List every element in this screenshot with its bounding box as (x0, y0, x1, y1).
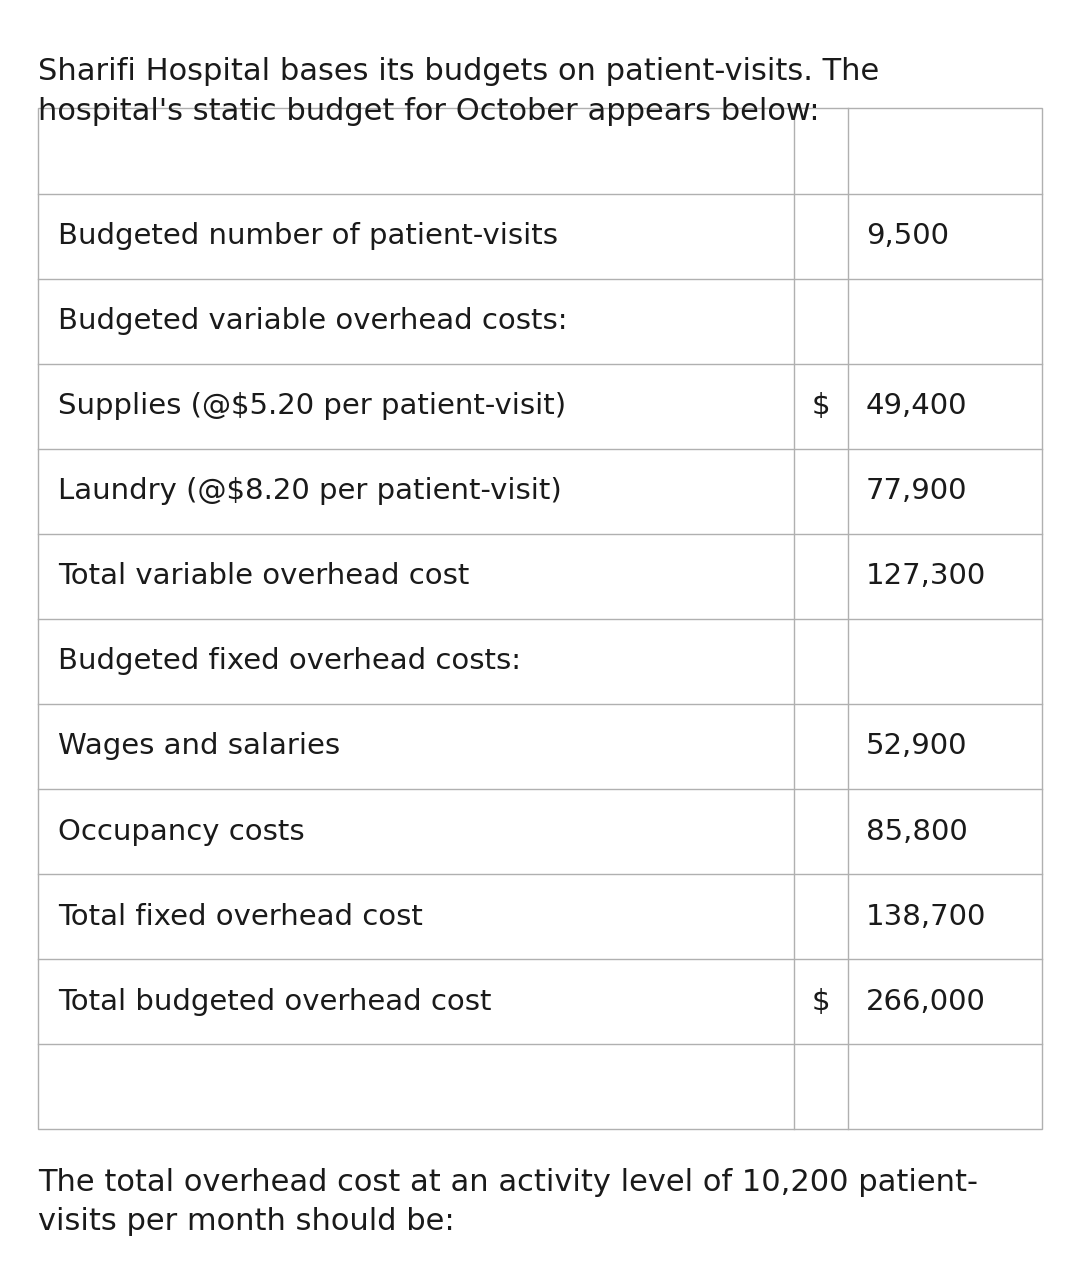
Text: Budgeted variable overhead costs:: Budgeted variable overhead costs: (58, 308, 567, 336)
Text: Budgeted fixed overhead costs:: Budgeted fixed overhead costs: (58, 647, 521, 675)
Text: Sharifi Hospital bases its budgets on patient-visits. The
hospital's static budg: Sharifi Hospital bases its budgets on pa… (38, 57, 879, 126)
Text: 266,000: 266,000 (866, 988, 986, 1016)
Text: Total budgeted overhead cost: Total budgeted overhead cost (58, 988, 491, 1016)
Text: 49,400: 49,400 (866, 392, 968, 420)
Text: 9,500: 9,500 (866, 222, 949, 250)
Text: 77,900: 77,900 (866, 477, 968, 505)
Text: Total variable overhead cost: Total variable overhead cost (58, 563, 469, 591)
Text: $: $ (811, 988, 831, 1016)
Text: Total fixed overhead cost: Total fixed overhead cost (58, 902, 422, 930)
Text: 52,900: 52,900 (866, 732, 968, 760)
Text: Budgeted number of patient-visits: Budgeted number of patient-visits (58, 222, 557, 250)
Text: Laundry (@$8.20 per patient-visit): Laundry (@$8.20 per patient-visit) (58, 477, 562, 505)
Text: 127,300: 127,300 (866, 563, 986, 591)
Text: 138,700: 138,700 (866, 902, 986, 930)
Text: Wages and salaries: Wages and salaries (58, 732, 340, 760)
Text: Supplies (@$5.20 per patient-visit): Supplies (@$5.20 per patient-visit) (58, 392, 566, 420)
Text: The total overhead cost at an activity level of 10,200 patient-
visits per month: The total overhead cost at an activity l… (38, 1168, 978, 1236)
Bar (38, 108, 1042, 1129)
Text: $: $ (811, 392, 831, 420)
Text: 85,800: 85,800 (866, 818, 968, 846)
Text: Occupancy costs: Occupancy costs (58, 818, 305, 846)
